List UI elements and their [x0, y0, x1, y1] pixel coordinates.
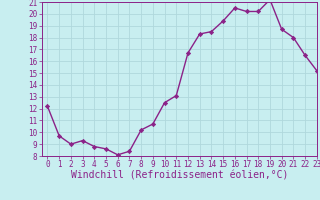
- X-axis label: Windchill (Refroidissement éolien,°C): Windchill (Refroidissement éolien,°C): [70, 171, 288, 181]
